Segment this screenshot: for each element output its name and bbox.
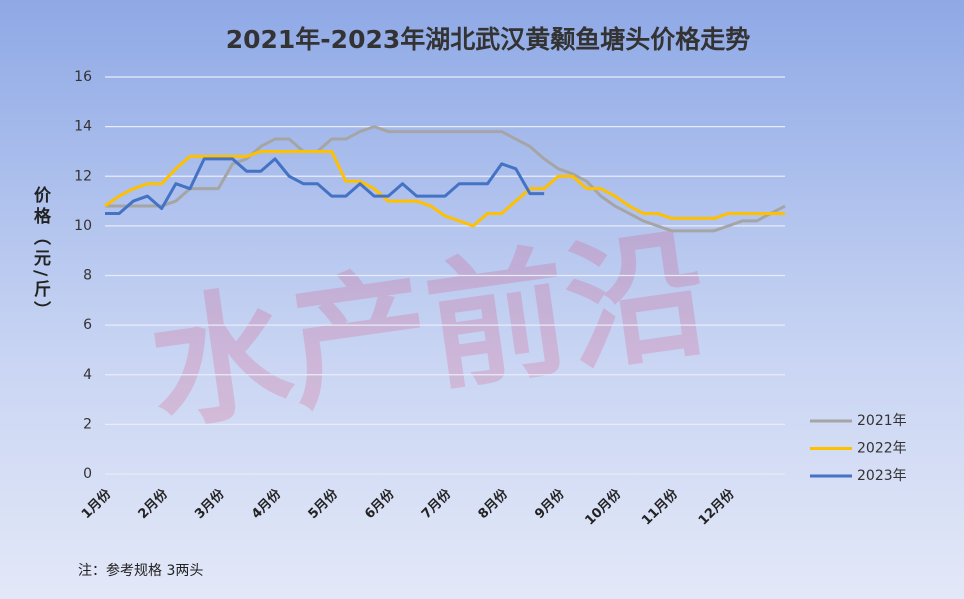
- x-tick-label: 5月份: [305, 485, 342, 522]
- note: 注：参考规格 3两头: [78, 562, 203, 579]
- x-tick-label: 1月份: [78, 485, 115, 522]
- series-line: [105, 125, 786, 233]
- series-line: [104, 149, 785, 228]
- x-tick-label: 3月份: [192, 485, 229, 522]
- chart-title: 2021年-2023年湖北武汉黄颡鱼塘头价格走势: [226, 25, 751, 54]
- y-tick-label: 10: [74, 218, 92, 234]
- legend-label: 2023年: [857, 468, 907, 484]
- x-tick-label: 6月份: [362, 485, 399, 522]
- x-tick-label: 2月份: [135, 485, 172, 522]
- x-tick-label: 8月份: [475, 485, 512, 522]
- watermark: 水产前沿: [140, 211, 717, 450]
- y-tick-label: 14: [74, 119, 92, 135]
- legend-label: 2022年: [857, 441, 907, 457]
- y-tick-label: 8: [83, 268, 92, 284]
- y-tick-label: 12: [74, 168, 92, 184]
- x-tick-label: 12月份: [695, 485, 738, 528]
- legend-label: 2021年: [857, 413, 907, 429]
- y-tick-label: 16: [74, 69, 92, 85]
- y-tick-label: 4: [83, 367, 92, 383]
- y-tick-label: 2: [83, 416, 92, 432]
- y-axis-label: 价格（元/斤）: [30, 186, 50, 323]
- x-tick-label: 9月份: [532, 485, 569, 522]
- x-tick-label: 11月份: [638, 485, 681, 528]
- y-tick-label: 0: [83, 466, 92, 482]
- y-tick-label: 6: [83, 317, 92, 333]
- x-tick-label: 7月份: [418, 485, 455, 522]
- series-line: [105, 157, 545, 215]
- x-tick-label: 10月份: [582, 485, 625, 528]
- x-tick-label: 4月份: [248, 485, 285, 522]
